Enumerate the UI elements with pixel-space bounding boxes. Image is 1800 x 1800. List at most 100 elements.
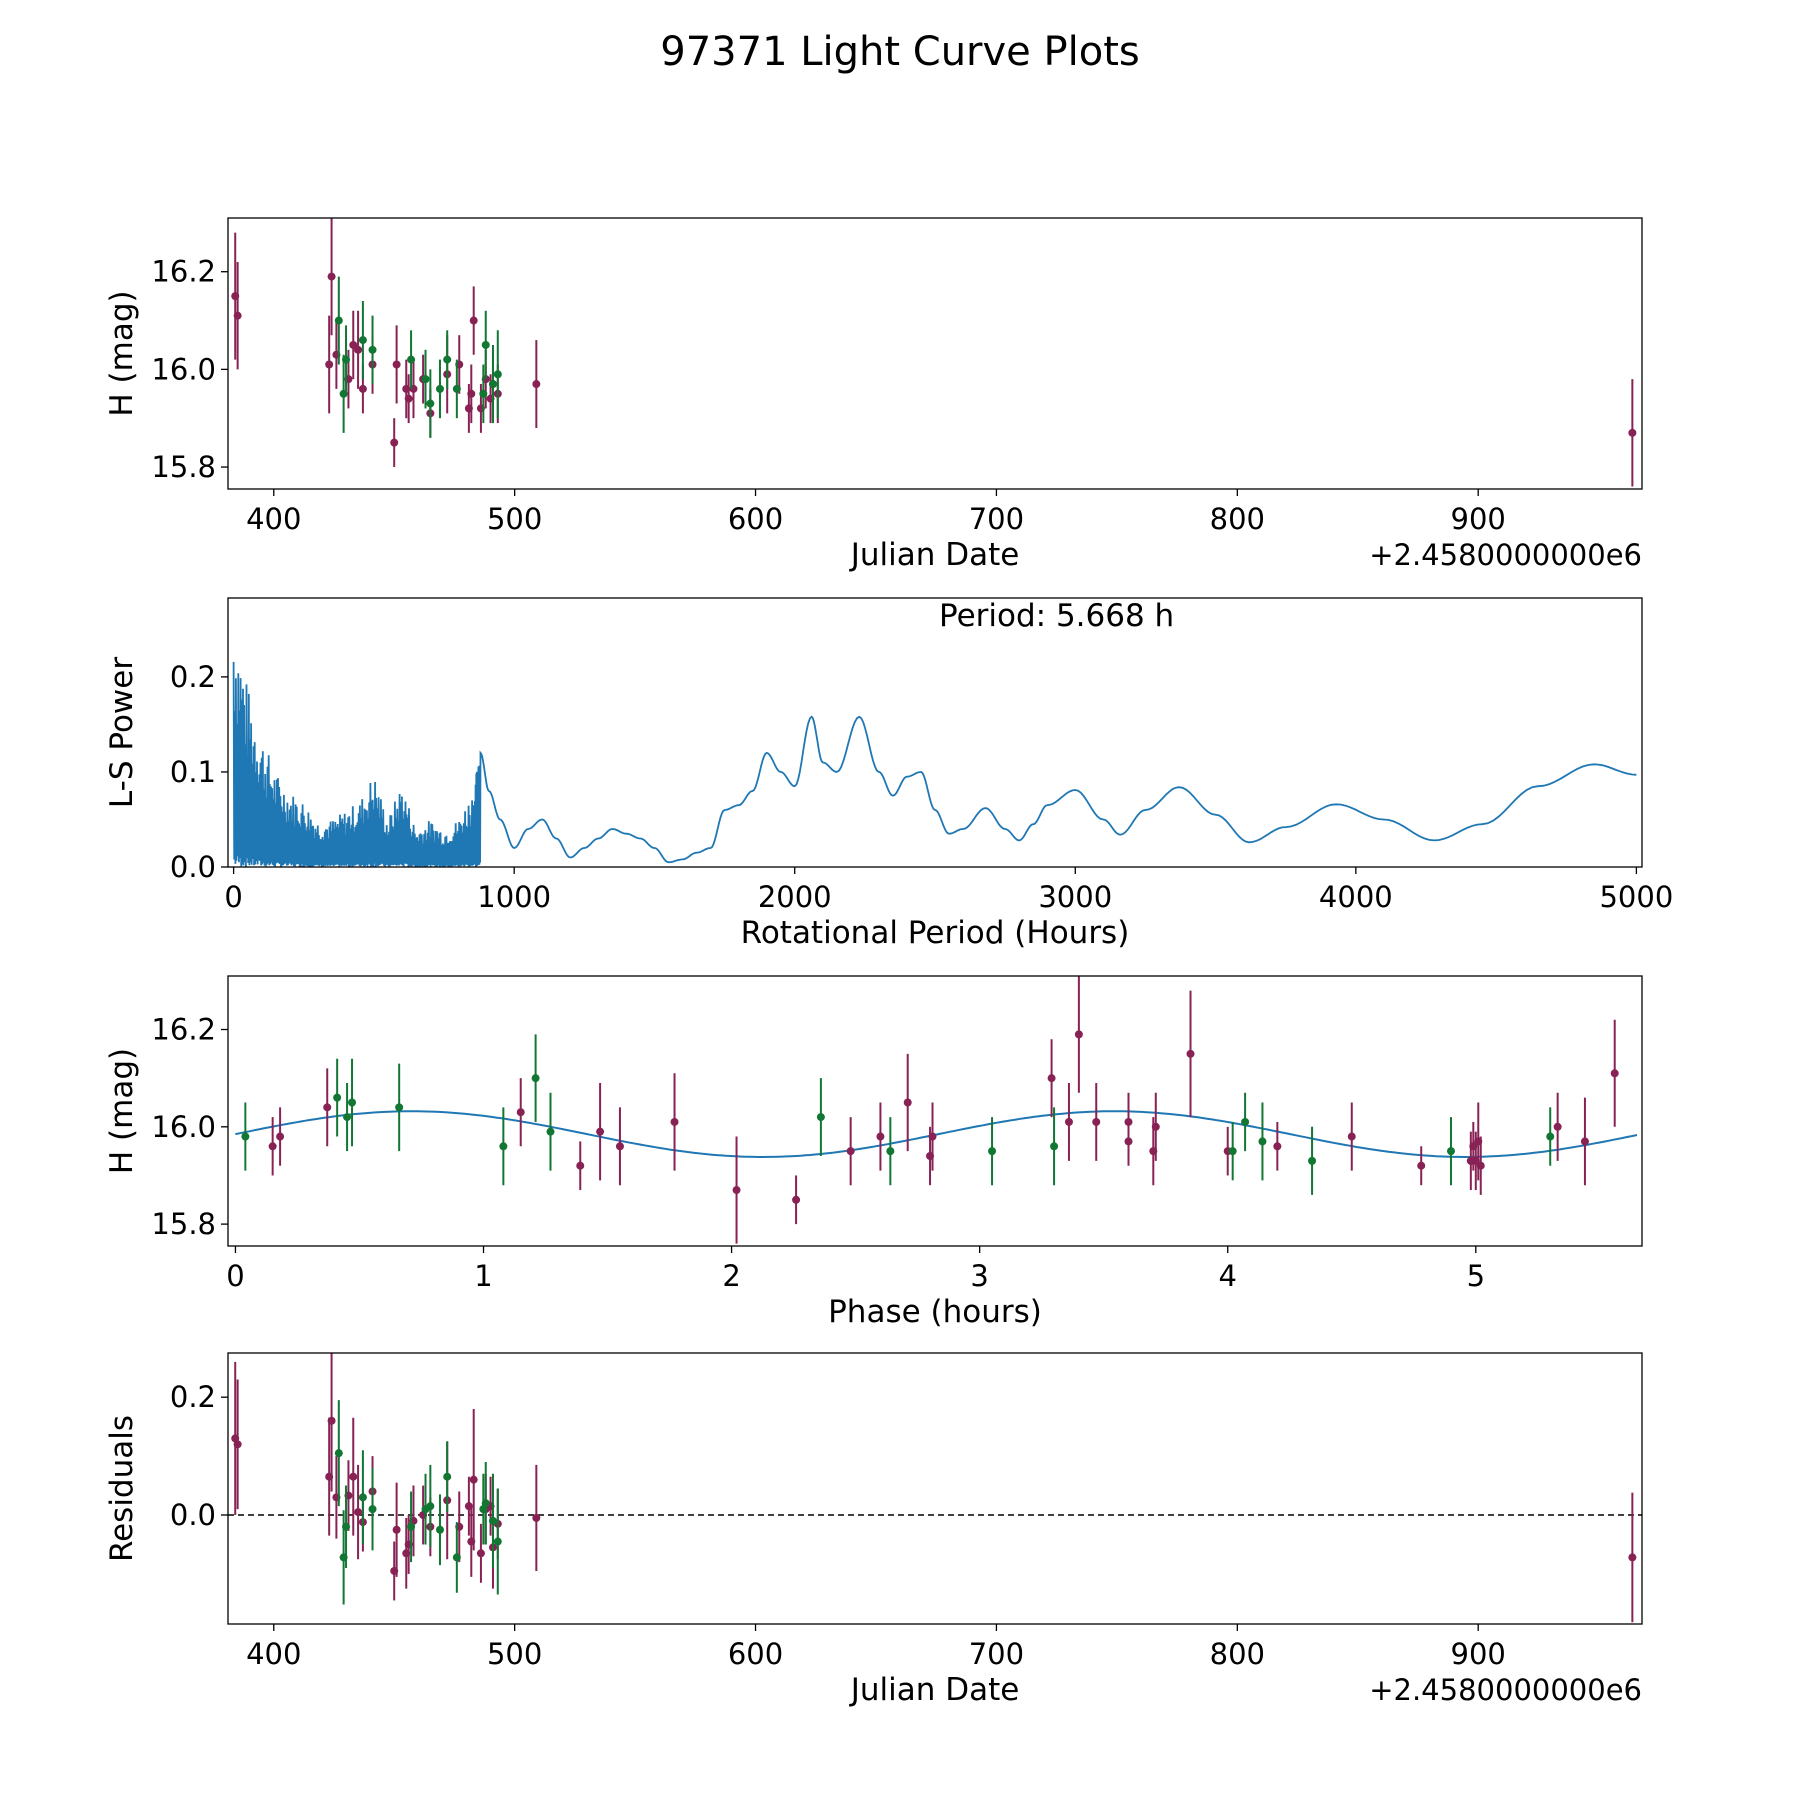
phased-xtick-label: 2 [722, 1259, 740, 1293]
data-point-purple [349, 1472, 358, 1481]
periodogram-axes-frame [227, 597, 1643, 868]
lightcurve-ytick-label: 16.2 [151, 255, 216, 289]
data-point-purple [792, 1195, 801, 1204]
data-point-green [333, 1093, 342, 1102]
data-point-green [334, 1449, 343, 1458]
data-point-purple [392, 1525, 401, 1534]
lightcurve-ylabel: H (mag) [104, 290, 140, 416]
residuals-ylabel: Residuals [104, 1415, 140, 1562]
lightcurve-xtick-label: 600 [728, 502, 783, 536]
data-point-purple [576, 1161, 585, 1170]
data-point-green [1050, 1142, 1059, 1151]
fit-curve [235, 1110, 1638, 1158]
phased-ylabel: H (mag) [104, 1048, 140, 1174]
data-point-green [1308, 1156, 1317, 1165]
periodogram-ytick-label: 0.2 [170, 660, 216, 694]
phased-xtick-label: 3 [970, 1259, 988, 1293]
data-point-purple [276, 1132, 285, 1141]
data-point-green [241, 1132, 250, 1141]
periodogram-xtick-label: 4000 [1319, 880, 1393, 914]
data-point-purple [1064, 1117, 1073, 1126]
data-point-green [1241, 1117, 1250, 1126]
lightcurve-xtick-label: 500 [487, 502, 542, 536]
periodogram-xtick-label: 2000 [758, 880, 832, 914]
data-point-purple [1610, 1069, 1619, 1078]
data-point-green [426, 1502, 435, 1511]
data-point-green [452, 384, 461, 393]
residuals-xtick-label: 900 [1451, 1637, 1506, 1671]
data-point-green [426, 399, 435, 408]
data-point-green [343, 1113, 352, 1122]
data-point-purple [732, 1186, 741, 1195]
data-point-purple [467, 389, 476, 398]
phased-xlabel: Phase (hours) [828, 1294, 1042, 1330]
residuals-ytick-label: 0.2 [170, 1380, 216, 1414]
residuals-xtick-label: 400 [246, 1637, 301, 1671]
data-point-purple [532, 1513, 541, 1522]
data-point-purple [1124, 1137, 1133, 1146]
data-point-green [395, 1103, 404, 1112]
data-point-purple [1417, 1161, 1426, 1170]
data-point-purple [1476, 1161, 1485, 1170]
data-point-green [488, 380, 497, 389]
residuals-ytick-label: 0.0 [170, 1498, 216, 1532]
data-point-purple [1074, 1030, 1083, 1039]
data-point-purple [532, 380, 541, 389]
lightcurve-ytick-label: 15.8 [151, 450, 216, 484]
data-point-purple [1347, 1132, 1356, 1141]
residuals-plot-area [228, 1353, 1642, 1623]
lightcurve-plot-area [231, 218, 1637, 487]
data-point-purple [325, 360, 334, 369]
data-point-purple [876, 1132, 885, 1141]
periodogram-xtick-label: 3000 [1038, 880, 1112, 914]
data-point-purple [323, 1103, 332, 1112]
data-point-green [407, 1522, 416, 1531]
data-point-green [531, 1074, 540, 1083]
data-point-purple [1553, 1122, 1562, 1131]
data-point-purple [390, 438, 399, 447]
residuals-xtick-label: 600 [728, 1637, 783, 1671]
data-point-purple [327, 272, 336, 281]
data-point-purple [928, 1132, 937, 1141]
data-point-green [421, 375, 430, 384]
lightcurve-ytick-label: 16.0 [151, 352, 216, 386]
periodogram-line [232, 661, 1637, 867]
data-point-purple [670, 1117, 679, 1126]
data-point-purple [233, 311, 242, 320]
data-point-purple [903, 1098, 912, 1107]
data-point-purple [516, 1108, 525, 1117]
data-point-green [368, 345, 377, 354]
data-point-green [358, 336, 367, 345]
residuals-x-offset-label: +2.4580000000e6 [1369, 1673, 1642, 1707]
data-point-purple [1273, 1142, 1282, 1151]
data-point-purple [846, 1147, 855, 1156]
periodogram-ylabel: L-S Power [104, 657, 140, 808]
periodogram-panel: 0 1000 2000 3000 4000 5000 0.0 0.1 0.2 Rotational… [104, 597, 1673, 951]
periodogram-plot-area [232, 661, 1637, 867]
residuals-xtick-label: 800 [1210, 1637, 1265, 1671]
data-point-purple [354, 1508, 363, 1517]
data-point-green [479, 389, 488, 398]
data-point-green [481, 1499, 490, 1508]
data-point-green [368, 1505, 377, 1514]
lightcurve-panel: 400 500 600 700 800 900 15.8 16.0 16.2 Julian Dat… [104, 217, 1643, 573]
data-point-purple [476, 1549, 485, 1558]
data-point-purple [1047, 1074, 1056, 1083]
data-point-green [493, 1537, 502, 1546]
data-point-green [342, 1522, 351, 1531]
data-point-purple [615, 1142, 624, 1151]
data-point-green [452, 1553, 461, 1562]
periodogram-xtick-label: 1000 [477, 880, 551, 914]
data-point-purple [327, 1416, 336, 1425]
data-point-purple [354, 345, 363, 354]
periodogram-ytick-label: 0.0 [170, 850, 216, 884]
data-point-purple [349, 340, 358, 349]
data-point-green [435, 1525, 444, 1534]
data-point-purple [469, 1475, 478, 1484]
data-point-purple [596, 1127, 605, 1136]
periodogram-xlabel: Rotational Period (Hours) [741, 915, 1130, 951]
phased-xtick-label: 5 [1467, 1259, 1485, 1293]
phased-plot-area [235, 976, 1638, 1244]
periodogram-xtick-label: 5000 [1599, 880, 1673, 914]
